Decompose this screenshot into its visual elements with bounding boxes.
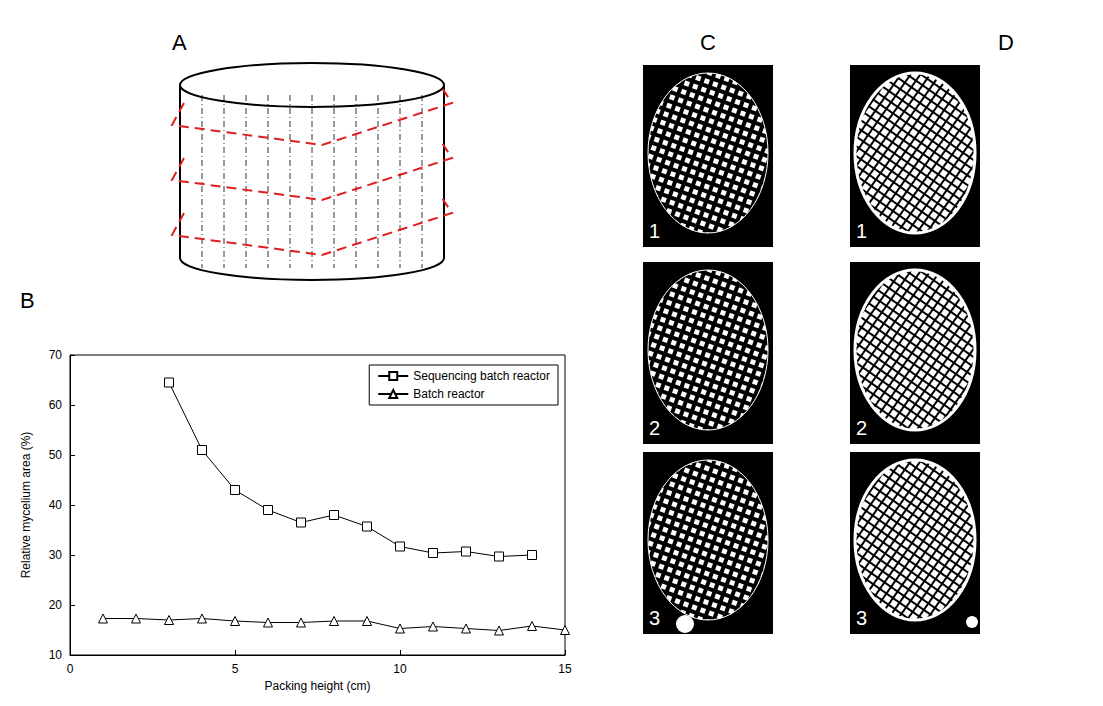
html-text:A: A	[172, 30, 187, 55]
html-text:D: D	[998, 30, 1014, 55]
svg-text:Relative mycelium area (%): Relative mycelium area (%)	[19, 432, 33, 579]
svg-text:50: 50	[49, 448, 63, 462]
html-text:1: 1	[649, 220, 661, 242]
svg-text:5: 5	[232, 662, 239, 676]
svg-text:10: 10	[393, 662, 407, 676]
html-text:C: C	[700, 30, 716, 55]
html-text:1: 1	[856, 220, 868, 242]
svg-text:70: 70	[49, 348, 63, 362]
html-text:2: 2	[649, 417, 661, 439]
html-text:3: 3	[649, 607, 661, 629]
svg-text:Batch reactor: Batch reactor	[413, 387, 484, 401]
svg-text:30: 30	[49, 548, 63, 562]
html-text:3: 3	[856, 607, 868, 629]
svg-text:40: 40	[49, 498, 63, 512]
svg-text:Sequencing batch reactor: Sequencing batch reactor	[413, 369, 550, 383]
svg-text:60: 60	[49, 398, 63, 412]
svg-text:20: 20	[49, 598, 63, 612]
svg-text:0: 0	[67, 662, 74, 676]
svg-text:Packing height (cm): Packing height (cm)	[264, 679, 370, 693]
svg-text:15: 15	[558, 662, 572, 676]
svg-text:10: 10	[49, 648, 63, 662]
html-text:B: B	[20, 288, 35, 313]
html-text:2: 2	[856, 417, 868, 439]
